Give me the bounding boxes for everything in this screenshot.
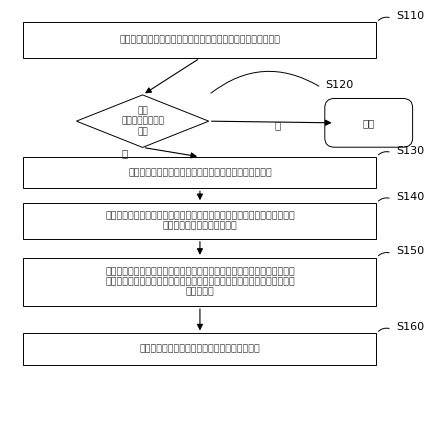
Text: 从该用户数据查询报文中提取出预设维度的目标用户数据: 从该用户数据查询报文中提取出预设维度的目标用户数据 (128, 168, 272, 177)
FancyBboxPatch shape (24, 333, 377, 365)
FancyBboxPatch shape (24, 22, 377, 58)
FancyBboxPatch shape (325, 99, 412, 147)
Text: S130: S130 (396, 146, 424, 156)
FancyBboxPatch shape (24, 157, 377, 188)
Text: 结束: 结束 (363, 118, 375, 128)
Text: 根据该至少两组重现占比判断当前统计周期是否存在故障网元；若存在，则
根据当前统计周期的一组重现占比从该预设维度包含的多个注册元素中确定
出故障元素: 根据该至少两组重现占比判断当前统计周期是否存在故障网元；若存在，则 根据当前统计… (105, 267, 295, 297)
Text: S120: S120 (326, 80, 354, 91)
Text: S150: S150 (396, 247, 424, 256)
Text: 根据该目标用户数据计算该预设维度包含的多个注册元素在最近的至少两个
统计周期的至少两组重现占比: 根据该目标用户数据计算该预设维度包含的多个注册元素在最近的至少两个 统计周期的至… (105, 211, 295, 231)
Text: 否: 否 (274, 120, 280, 130)
Text: 输出该故障元素至网络运维端以供进行故障处理: 输出该故障元素至网络运维端以供进行故障处理 (139, 345, 260, 354)
Text: S140: S140 (396, 192, 424, 202)
Polygon shape (76, 95, 209, 148)
Text: 是: 是 (122, 148, 128, 159)
Text: 接收客户支撑查询系统回传的批量网络投诉的用户数据查询报文: 接收客户支撑查询系统回传的批量网络投诉的用户数据查询报文 (119, 36, 281, 45)
FancyBboxPatch shape (24, 258, 377, 306)
FancyBboxPatch shape (24, 203, 377, 239)
Text: S110: S110 (396, 11, 424, 21)
Text: 判断
是否触发定位启动
条件: 判断 是否触发定位启动 条件 (121, 106, 164, 136)
Text: S160: S160 (396, 322, 424, 332)
